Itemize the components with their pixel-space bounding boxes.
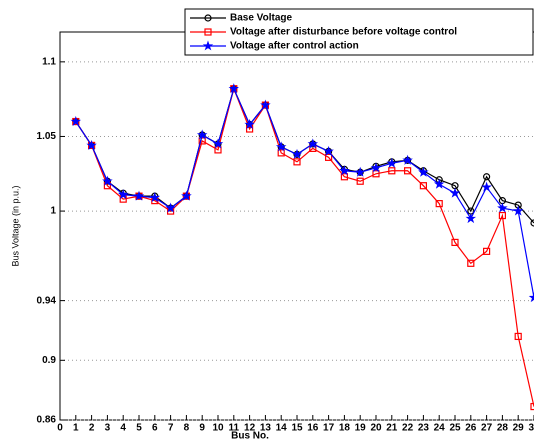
data-point [481, 181, 492, 192]
x-tick-label: 17 [323, 423, 335, 434]
data-point [435, 200, 443, 208]
x-tick-label: 21 [386, 423, 398, 434]
x-tick-label: 29 [513, 423, 525, 434]
data-point [388, 167, 396, 175]
x-tick-label: 15 [291, 423, 303, 434]
x-axis-label: Bus No. [231, 431, 269, 442]
data-point [465, 212, 477, 224]
data-point [356, 177, 364, 185]
x-tick-label: 14 [276, 423, 288, 434]
data-point [198, 137, 206, 145]
data-point [275, 141, 287, 152]
x-tick-label: 3 [105, 423, 111, 434]
data-point [260, 99, 271, 110]
x-tick-label: 18 [339, 423, 351, 434]
data-point [339, 165, 350, 176]
y-tick-label: 0.86 [37, 415, 57, 426]
x-tick-label: 8 [184, 423, 190, 434]
data-point [419, 182, 427, 190]
data-point [372, 170, 380, 178]
data-point [386, 157, 398, 168]
x-tick-label: 26 [465, 423, 477, 434]
x-tick-label: 12 [244, 423, 256, 434]
data-point [70, 115, 82, 127]
data-point [402, 154, 413, 165]
y-tick-label: 1.1 [42, 56, 56, 67]
data-point [181, 190, 192, 201]
data-point [117, 189, 129, 200]
x-tick-label: 10 [212, 423, 224, 434]
x-tick-label: 5 [136, 423, 142, 434]
data-point [133, 190, 145, 201]
x-tick-label: 11 [229, 423, 240, 434]
x-tick-label: 27 [481, 423, 493, 434]
x-tick-label: 2 [89, 423, 95, 434]
x-tick-label: 0 [57, 423, 63, 434]
data-point [165, 202, 176, 213]
data-point [149, 191, 161, 203]
data-point [102, 175, 113, 186]
data-point [497, 202, 508, 213]
x-tick-label: 6 [152, 423, 158, 434]
data-point [228, 83, 240, 94]
x-tick-label: 30 [528, 423, 534, 434]
data-point [291, 148, 303, 159]
y-tick-label: 1 [50, 206, 56, 217]
x-tick-label: 20 [370, 423, 382, 434]
y-tick-label: 0.94 [37, 295, 57, 306]
data-point [212, 138, 224, 149]
data-point [467, 259, 475, 267]
data-point [433, 178, 445, 189]
data-point [307, 138, 319, 149]
x-tick-label: 28 [497, 423, 509, 434]
x-tick-label: 22 [402, 423, 414, 434]
data-point [512, 205, 524, 216]
x-tick-label: 19 [355, 423, 367, 434]
y-tick-label: 1.05 [37, 131, 57, 142]
data-point [483, 247, 491, 255]
x-tick-label: 13 [260, 423, 272, 434]
x-tick-label: 7 [168, 423, 174, 434]
data-point [370, 162, 382, 173]
data-point [323, 145, 334, 156]
data-point [418, 166, 429, 177]
data-point [528, 292, 534, 303]
legend-box [184, 8, 534, 56]
legend-label: Base Voltage [230, 13, 292, 24]
data-point [530, 402, 534, 411]
data-point [244, 118, 255, 130]
x-tick-label: 4 [120, 423, 126, 434]
data-point [86, 139, 97, 150]
legend-label: Voltage after disturbance before voltage… [230, 27, 457, 38]
data-point [354, 166, 366, 177]
x-tick-label: 16 [307, 423, 319, 434]
x-tick-label: 9 [199, 423, 205, 434]
data-point [404, 167, 412, 175]
data-point [451, 238, 459, 247]
legend-label: Voltage after control action [230, 41, 359, 52]
data-point [293, 158, 301, 166]
x-tick-label: 25 [449, 423, 461, 434]
data-point [483, 173, 491, 181]
y-axis-label: Bus Voltage (in p.u.) [10, 185, 20, 266]
data-point [449, 187, 461, 198]
y-tick-label: 0.9 [42, 355, 56, 366]
x-tick-label: 1 [73, 423, 79, 434]
data-point [325, 153, 333, 161]
data-point [530, 219, 534, 227]
x-tick-label: 23 [418, 423, 430, 434]
legend-marker [204, 28, 212, 36]
data-point [277, 149, 285, 157]
data-point [196, 129, 208, 140]
data-point [514, 332, 522, 341]
legend-marker [204, 14, 212, 22]
x-tick-label: 24 [434, 423, 446, 434]
data-point [340, 173, 348, 181]
data-point [498, 211, 506, 220]
legend-marker [202, 40, 214, 51]
plot-area [59, 31, 534, 421]
data-point [214, 146, 222, 154]
